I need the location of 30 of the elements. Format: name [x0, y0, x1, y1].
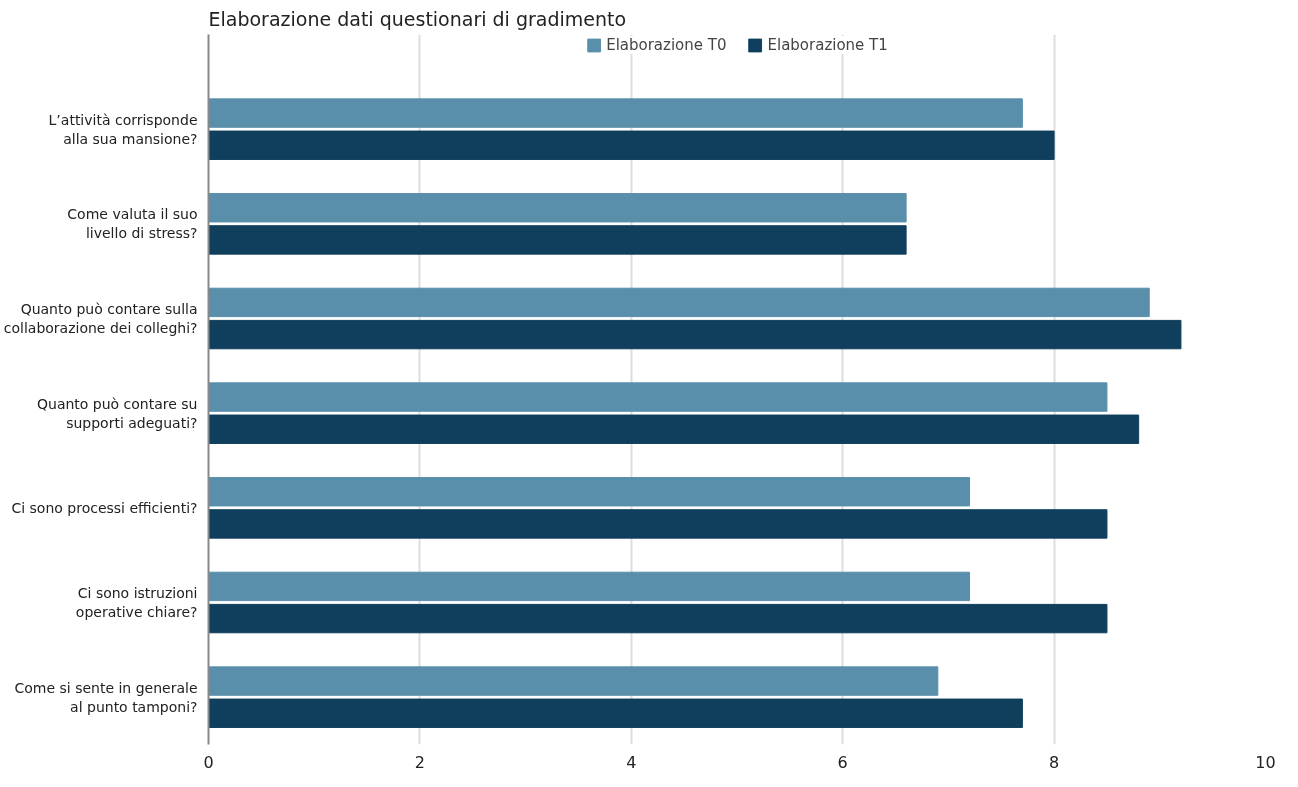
bar [208, 225, 907, 255]
legend-label: Elaborazione T0 [606, 36, 727, 54]
bar [208, 414, 1140, 444]
y-tick-label: Come si sente in generale al punto tamponi? [14, 679, 198, 715]
x-tick-label: 6 [837, 752, 848, 772]
x-tick-label: 2 [414, 752, 425, 772]
bar [208, 698, 1023, 728]
y-tick-label: L’attività corrisponde alla sua mansione? [48, 111, 198, 147]
x-tick-label: 8 [1049, 752, 1060, 772]
bar [208, 193, 907, 223]
bar [208, 319, 1182, 350]
legend-label: Elaborazione T1 [767, 36, 888, 54]
bar [208, 287, 1150, 318]
bar [208, 98, 1023, 128]
x-tick-label: 10 [1255, 752, 1276, 772]
bar [208, 571, 971, 602]
y-tick-label: Ci sono processi efficienti? [11, 499, 198, 516]
bar [208, 603, 1108, 634]
chart-title: Elaborazione dati questionari di gradimento [208, 7, 627, 30]
bar [208, 509, 1108, 539]
y-tick-label: Quanto può contare sulla collaborazione dei colleghi? [3, 300, 198, 337]
bar [208, 666, 939, 696]
y-tick-label: Quanto può contare su supporti adeguati? [36, 395, 198, 431]
y-tick-label: Come valuta il suo livello di stress? [67, 206, 198, 242]
x-tick-label: 4 [626, 752, 637, 772]
bar [208, 130, 1055, 160]
bar [208, 477, 971, 507]
x-tick-label: 0 [203, 752, 214, 772]
bar [208, 382, 1108, 412]
y-tick-label: Ci sono istruzioni operative chiare? [75, 584, 198, 621]
